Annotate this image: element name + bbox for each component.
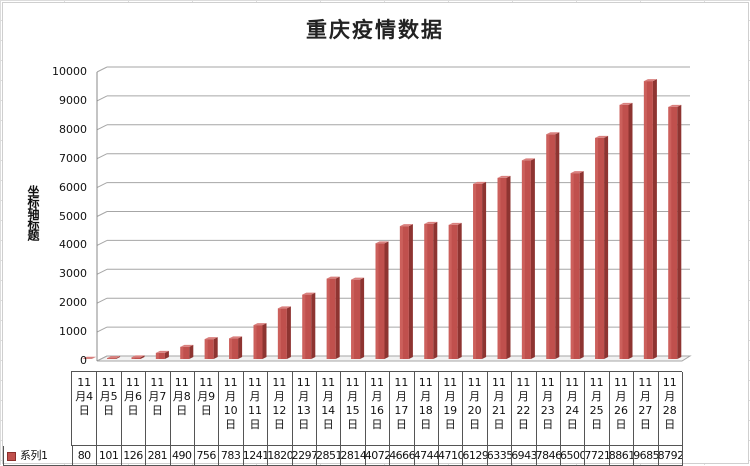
- bar[interactable]: [180, 345, 193, 359]
- y-tick-label: 3000: [47, 267, 87, 280]
- bar[interactable]: [351, 278, 364, 359]
- bar[interactable]: [156, 351, 169, 359]
- bar[interactable]: [229, 336, 242, 359]
- bar[interactable]: [449, 223, 462, 359]
- bar[interactable]: [400, 224, 413, 359]
- bar[interactable]: [595, 136, 608, 359]
- data-value: 281: [145, 446, 170, 466]
- data-value: 7721: [584, 446, 609, 466]
- y-tick-label: 1000: [47, 325, 87, 338]
- legend-entry[interactable]: 系列1: [3, 446, 73, 466]
- y-tick-label: 7000: [47, 152, 87, 165]
- data-value: 2851: [316, 446, 341, 466]
- legend-label: 系列1: [20, 449, 48, 462]
- data-value: 2297: [292, 446, 317, 466]
- data-value: 490: [170, 446, 195, 466]
- bar[interactable]: [644, 79, 657, 359]
- bar[interactable]: [302, 293, 315, 359]
- data-value: 9685: [633, 446, 658, 466]
- y-tick-label: 5000: [47, 210, 87, 223]
- data-value: 4666: [389, 446, 414, 466]
- data-value: 6129: [462, 446, 487, 466]
- data-value: 756: [194, 446, 219, 466]
- bar[interactable]: [327, 277, 340, 359]
- bar[interactable]: [473, 182, 486, 359]
- data-value: 1820: [267, 446, 292, 466]
- bar[interactable]: [571, 171, 584, 359]
- y-tick-label: 9000: [47, 94, 87, 107]
- y-tick-label: 10000: [47, 65, 87, 78]
- y-tick-label: 4000: [47, 238, 87, 251]
- data-value: 783: [218, 446, 243, 466]
- y-tick-label: 8000: [47, 123, 87, 136]
- data-value: 4744: [414, 446, 439, 466]
- data-value: 8861: [609, 446, 634, 466]
- data-value: 6335: [487, 446, 512, 466]
- bar[interactable]: [278, 306, 291, 359]
- bar[interactable]: [522, 158, 535, 359]
- data-value: 7846: [536, 446, 561, 466]
- data-value: 4072: [365, 446, 390, 466]
- bar[interactable]: [546, 132, 559, 359]
- data-value: 2814: [340, 446, 365, 466]
- chart-title[interactable]: 重庆疫情数据: [0, 14, 750, 44]
- bar[interactable]: [424, 222, 437, 359]
- y-tick-label: 6000: [47, 181, 87, 194]
- data-value: 126: [121, 446, 146, 466]
- bar[interactable]: [668, 105, 681, 359]
- data-value: 80: [72, 446, 97, 466]
- y-tick-label: 2000: [47, 296, 87, 309]
- data-value: 8792: [658, 446, 683, 466]
- legend-swatch: [7, 452, 16, 461]
- y-tick-label: 0: [47, 354, 87, 367]
- bar[interactable]: [254, 323, 267, 359]
- bar[interactable]: [498, 176, 511, 359]
- bar[interactable]: [376, 241, 389, 359]
- data-value: 101: [96, 446, 121, 466]
- bar[interactable]: [205, 337, 218, 359]
- bar[interactable]: [620, 103, 633, 359]
- data-value: 1241: [243, 446, 268, 466]
- data-value: 4710: [438, 446, 463, 466]
- data-value: 6943: [511, 446, 536, 466]
- data-value: 6500: [560, 446, 585, 466]
- y-axis-title[interactable]: 坐标轴标题: [28, 185, 42, 240]
